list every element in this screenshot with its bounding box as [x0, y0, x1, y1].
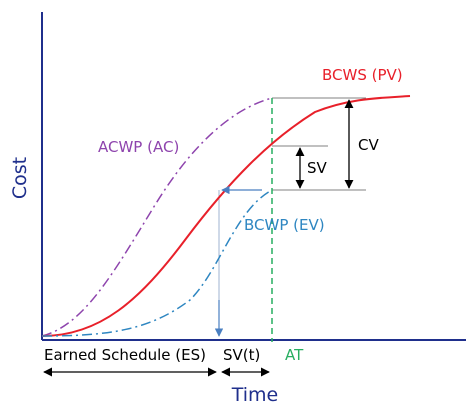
series-label-ev: BCWP (EV)	[244, 216, 325, 234]
series-line-ac	[41, 97, 273, 337]
series-label-ac: ACWP (AC)	[98, 138, 179, 156]
sv-label: SV	[307, 159, 328, 177]
actual-time-label: AT	[285, 346, 304, 364]
earned-schedule-label: Earned Schedule (ES)	[44, 346, 206, 364]
series-line-ev	[41, 189, 273, 337]
y-axis-label: Cost	[9, 157, 31, 199]
series-label-pv: BCWS (PV)	[322, 66, 403, 84]
x-axis-label: Time	[231, 384, 279, 406]
cv-label: CV	[358, 136, 379, 154]
svt-label: SV(t)	[223, 346, 260, 364]
series-line-pv	[41, 95, 411, 337]
